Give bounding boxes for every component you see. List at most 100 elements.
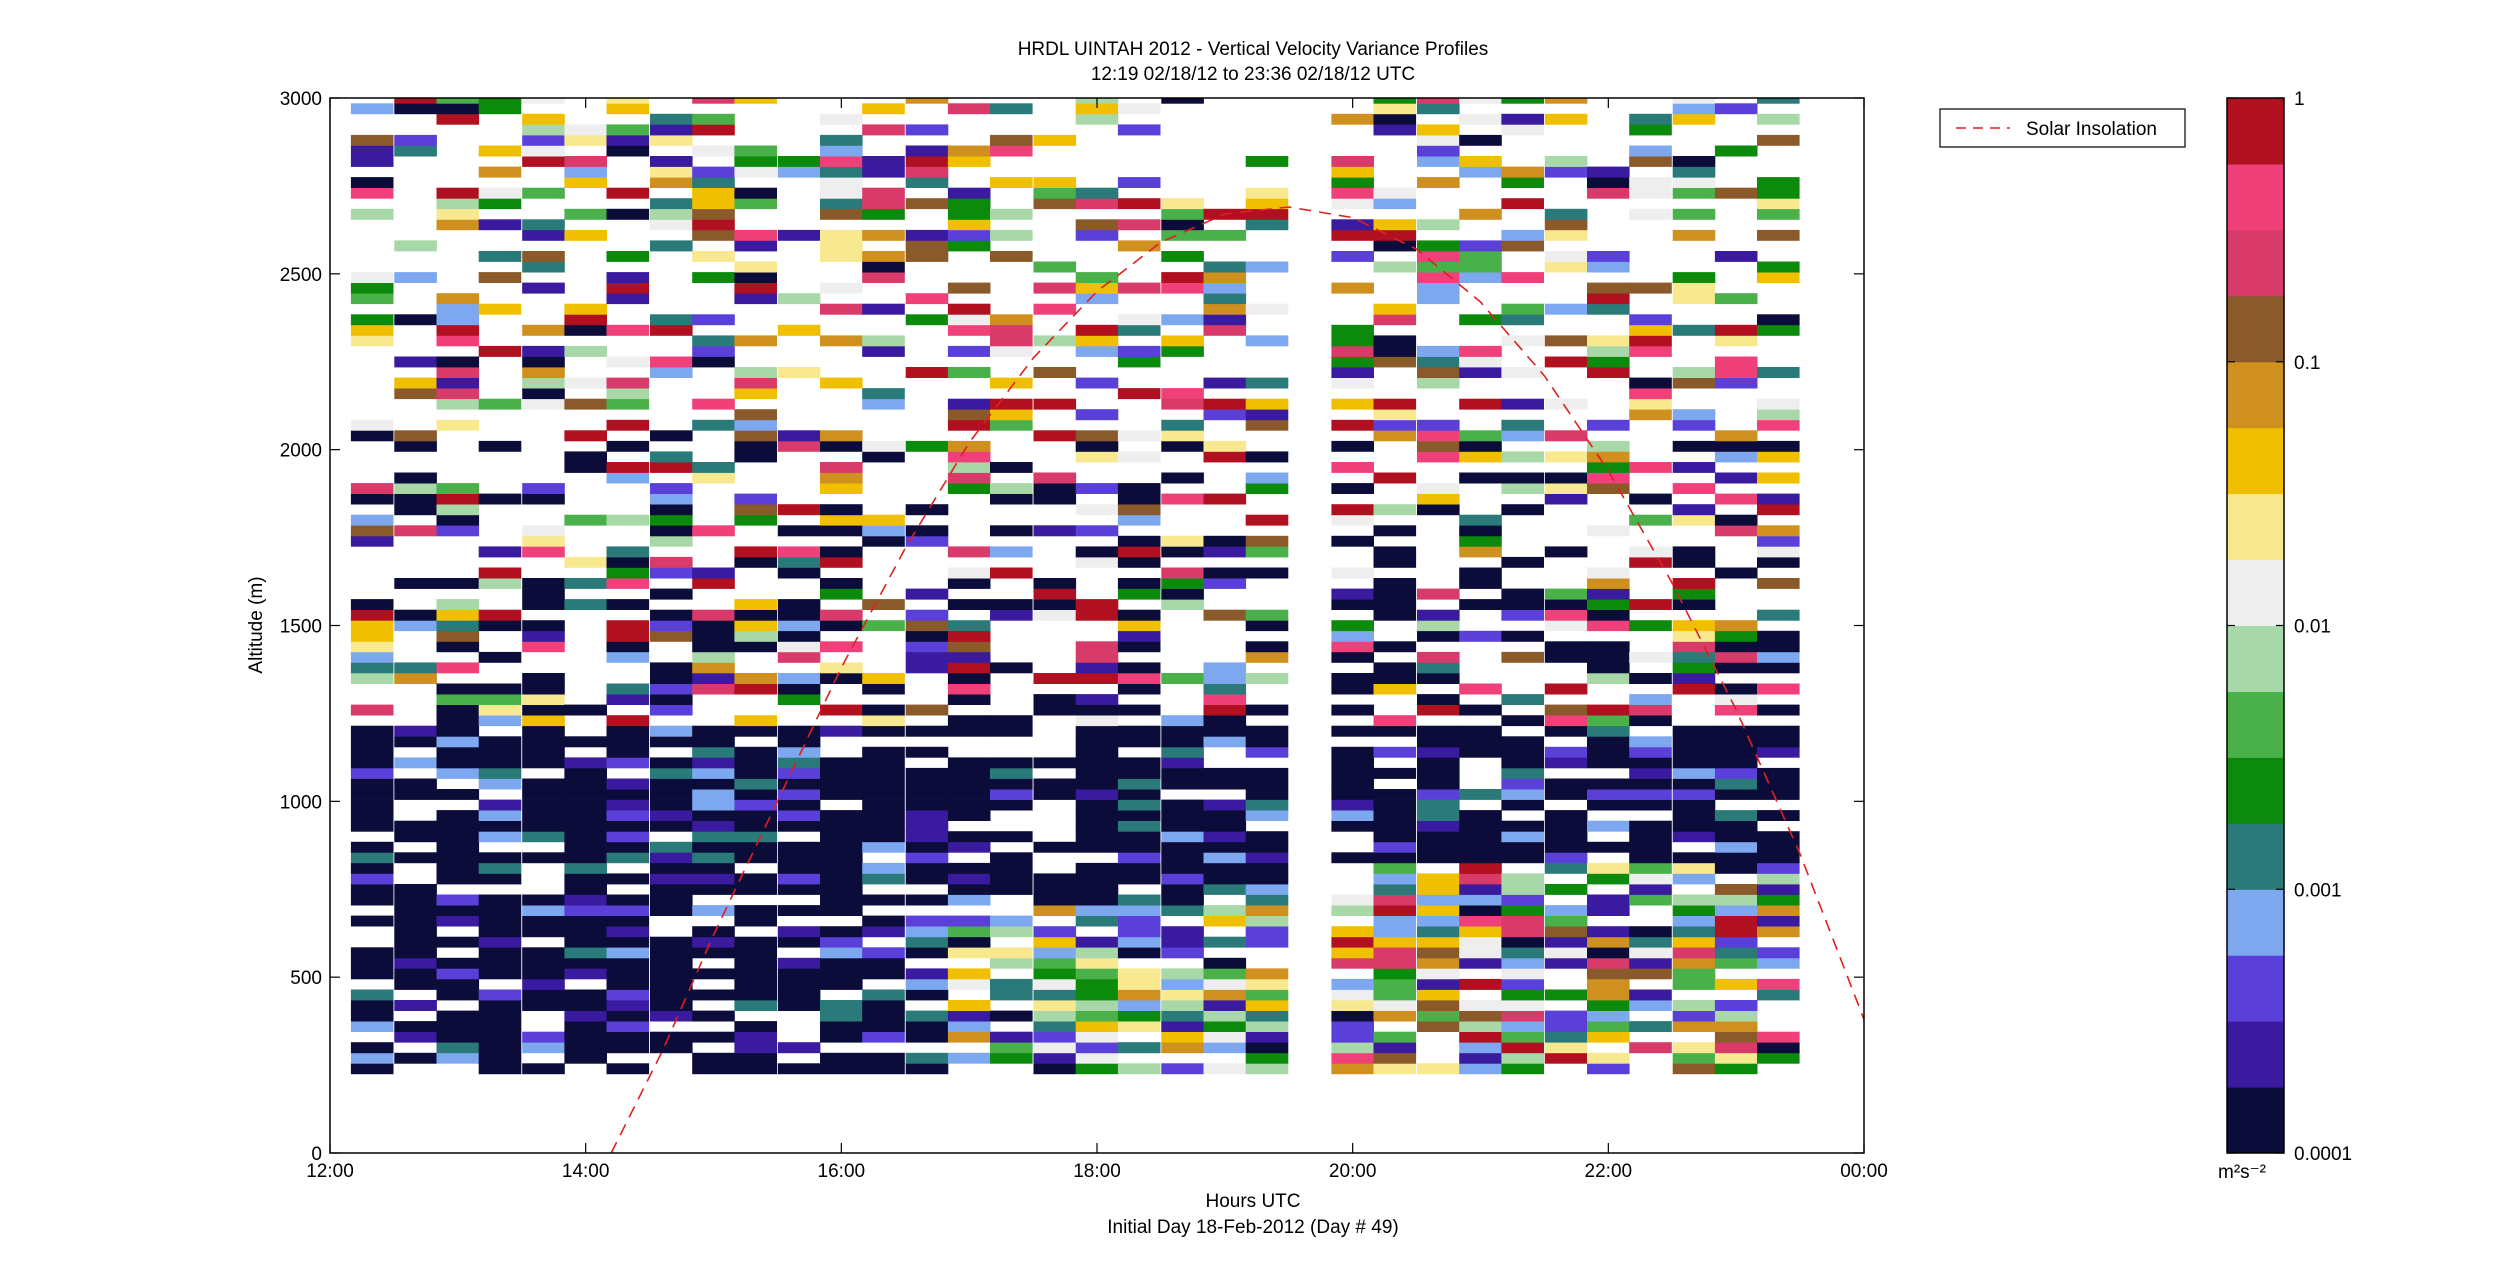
heatmap-cell	[905, 314, 949, 326]
heatmap-cell	[1544, 98, 1588, 104]
heatmap-cell	[606, 208, 650, 220]
heatmap-cell	[1033, 894, 1077, 906]
heatmap-cell	[1587, 166, 1630, 178]
heatmap-cell	[1075, 103, 1119, 115]
heatmap-cell	[1203, 862, 1247, 874]
heatmap-cell	[1629, 208, 1672, 220]
heatmap-cell	[1117, 757, 1161, 769]
heatmap-cell	[1075, 947, 1119, 959]
heatmap-cell	[692, 683, 735, 695]
heatmap-cell	[1672, 514, 1716, 526]
heatmap-cell	[1245, 419, 1289, 431]
heatmap-cell	[394, 957, 437, 969]
heatmap-cell	[1075, 884, 1119, 895]
heatmap-cell	[947, 462, 991, 473]
heatmap-cell	[350, 725, 394, 737]
heatmap-cell	[862, 251, 905, 262]
heatmap-cell	[1117, 578, 1161, 589]
heatmap-cell	[1117, 356, 1161, 368]
heatmap-cell	[564, 905, 607, 916]
heatmap-cell	[1245, 567, 1289, 579]
heatmap-cell	[820, 113, 863, 125]
heatmap-cell	[1203, 725, 1247, 737]
colorbar-segment	[2227, 592, 2284, 610]
heatmap-cell	[394, 778, 437, 790]
heatmap-cell	[350, 746, 394, 758]
heatmap-cell	[522, 367, 565, 378]
heatmap-cell	[1203, 440, 1247, 452]
heatmap-cell	[1501, 789, 1544, 800]
heatmap-cell	[777, 609, 821, 621]
heatmap-cell	[1203, 683, 1247, 695]
heatmap-cell	[350, 651, 394, 663]
heatmap-cell	[1501, 767, 1544, 779]
heatmap-cell	[1672, 978, 1716, 990]
heatmap-cell	[1459, 314, 1502, 326]
heatmap-cell	[1629, 345, 1672, 357]
heatmap-cell	[1629, 778, 1672, 790]
heatmap-cell	[1629, 282, 1672, 294]
heatmap-cell	[1459, 894, 1502, 906]
heatmap-cell	[564, 177, 607, 188]
heatmap-cell	[1203, 736, 1247, 748]
heatmap-cell	[947, 324, 991, 336]
x-tick-label: 12:00	[306, 1161, 354, 1182]
heatmap-cell	[350, 493, 394, 505]
heatmap-cell	[1203, 989, 1247, 1001]
heatmap-cell	[1331, 1063, 1374, 1075]
colorbar-segment	[2227, 658, 2284, 676]
heatmap-cell	[478, 1042, 522, 1054]
heatmap-cell	[1629, 694, 1672, 705]
colorbar-segment	[2227, 955, 2284, 973]
heatmap-cell	[777, 694, 821, 705]
heatmap-cell	[1672, 915, 1716, 927]
heatmap-cell	[862, 989, 905, 1001]
heatmap-cell	[606, 915, 650, 927]
heatmap-cell	[947, 873, 991, 885]
heatmap-cell	[522, 229, 565, 241]
heatmap-cell	[522, 894, 565, 906]
heatmap-cell	[1161, 778, 1204, 790]
heatmap-cell	[564, 873, 607, 885]
heatmap-cell	[1373, 789, 1417, 800]
heatmap-cell	[820, 978, 863, 990]
heatmap-cell	[734, 852, 777, 864]
heatmap-cell	[1629, 462, 1672, 473]
heatmap-cell	[905, 831, 949, 843]
heatmap-cell	[350, 483, 394, 494]
heatmap-cell	[1033, 609, 1077, 621]
heatmap-cell	[777, 841, 821, 853]
heatmap-cell	[436, 936, 480, 948]
heatmap-cell	[606, 272, 650, 283]
heatmap-cell	[905, 367, 949, 378]
heatmap-cell	[1714, 251, 1758, 262]
heatmap-cell	[734, 335, 777, 347]
heatmap-cell	[350, 1000, 394, 1011]
heatmap-cell	[1245, 1010, 1289, 1022]
y-tick-label: 2000	[280, 441, 322, 462]
heatmap-cell	[1161, 947, 1204, 959]
heatmap-cell	[1373, 98, 1417, 104]
heatmap-cell	[436, 609, 480, 621]
heatmap-cell	[1245, 187, 1289, 199]
heatmap-cell	[1417, 736, 1460, 748]
heatmap-cell	[606, 251, 650, 262]
heatmap-cell	[1587, 936, 1630, 948]
heatmap-cell	[1117, 493, 1161, 505]
heatmap-cell	[394, 98, 437, 104]
heatmap-cell	[820, 1063, 863, 1075]
heatmap-cell	[1331, 398, 1374, 410]
heatmap-cell	[1373, 957, 1417, 969]
heatmap-cell	[436, 662, 480, 674]
heatmap-cell	[1714, 324, 1758, 336]
heatmap-cell	[947, 345, 991, 357]
heatmap-cell	[1544, 472, 1588, 484]
heatmap-cell	[1331, 187, 1374, 199]
heatmap-cell	[905, 978, 949, 990]
heatmap-cell	[734, 767, 777, 779]
heatmap-cell	[1033, 430, 1077, 442]
heatmap-cell	[650, 1010, 693, 1022]
heatmap-cell	[1161, 905, 1204, 916]
heatmap-cell	[1459, 113, 1502, 125]
heatmap-cell	[862, 894, 905, 906]
